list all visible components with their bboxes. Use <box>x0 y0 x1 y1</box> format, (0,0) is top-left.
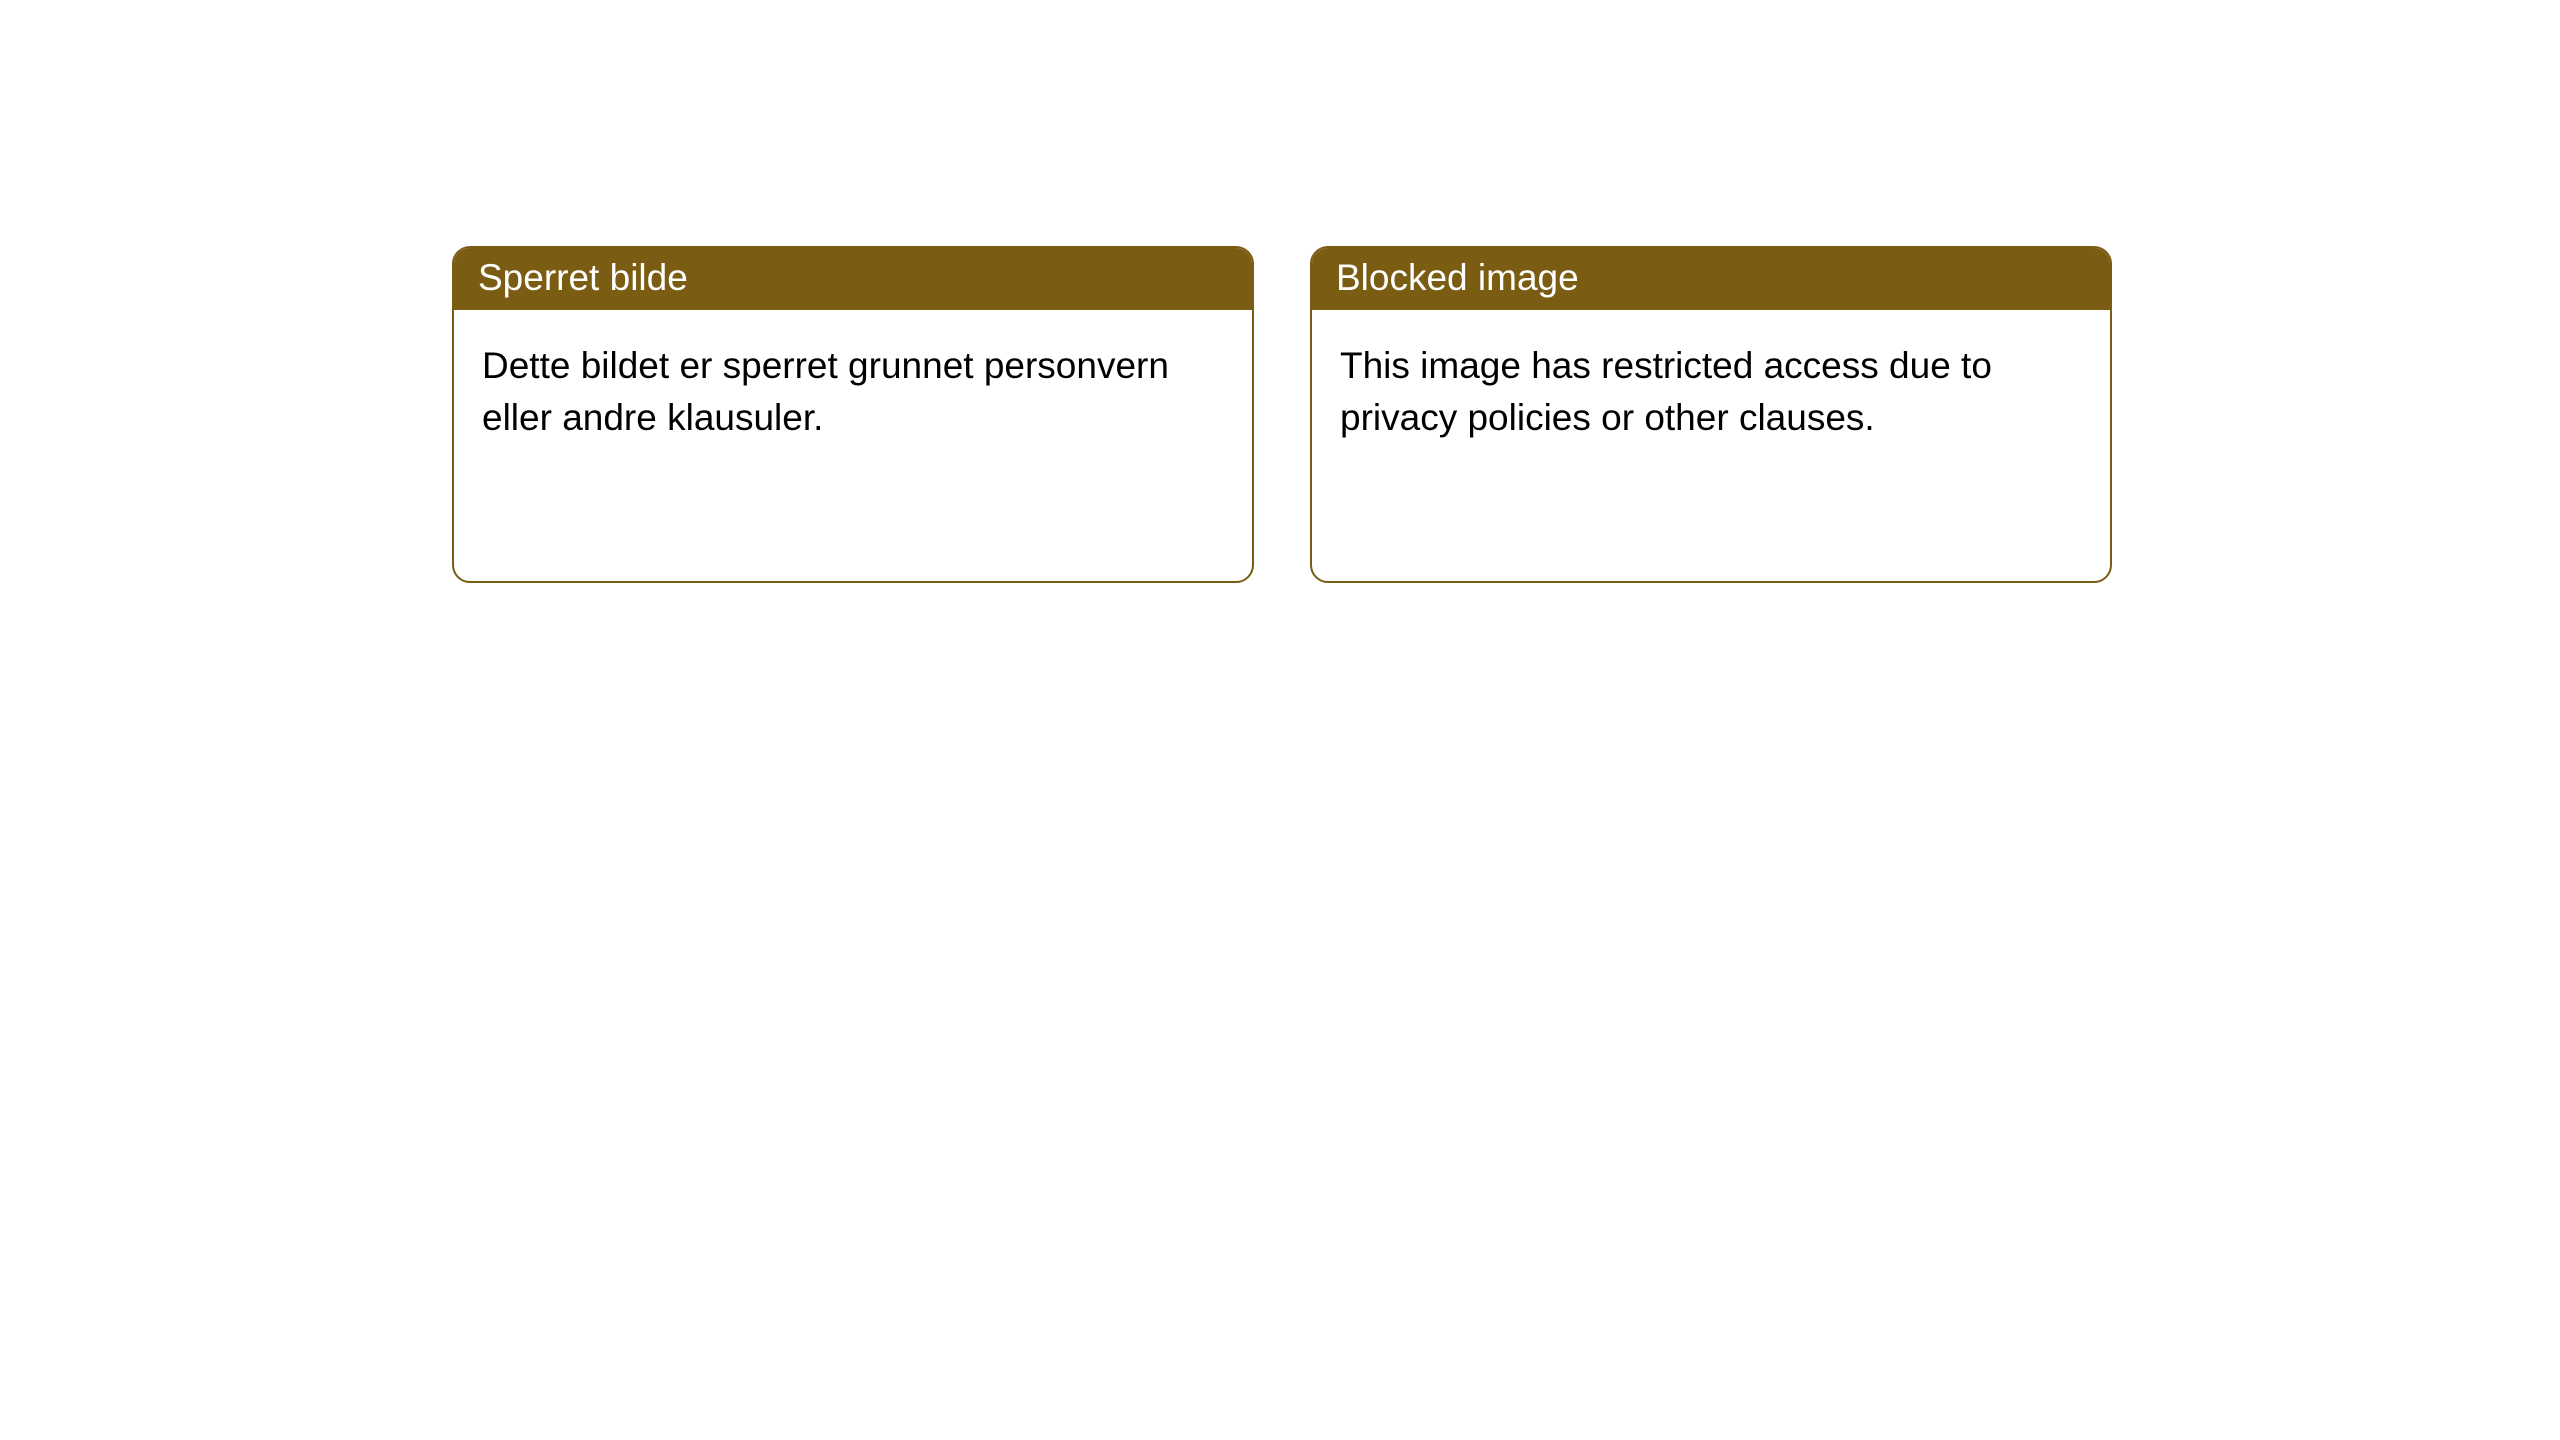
notice-body-no: Dette bildet er sperret grunnet personve… <box>454 310 1252 474</box>
notice-body-en: This image has restricted access due to … <box>1312 310 2110 474</box>
notice-container: Sperret bilde Dette bildet er sperret gr… <box>0 0 2560 583</box>
notice-title-no: Sperret bilde <box>454 248 1252 310</box>
notice-title-en: Blocked image <box>1312 248 2110 310</box>
notice-card-no: Sperret bilde Dette bildet er sperret gr… <box>452 246 1254 583</box>
notice-card-en: Blocked image This image has restricted … <box>1310 246 2112 583</box>
